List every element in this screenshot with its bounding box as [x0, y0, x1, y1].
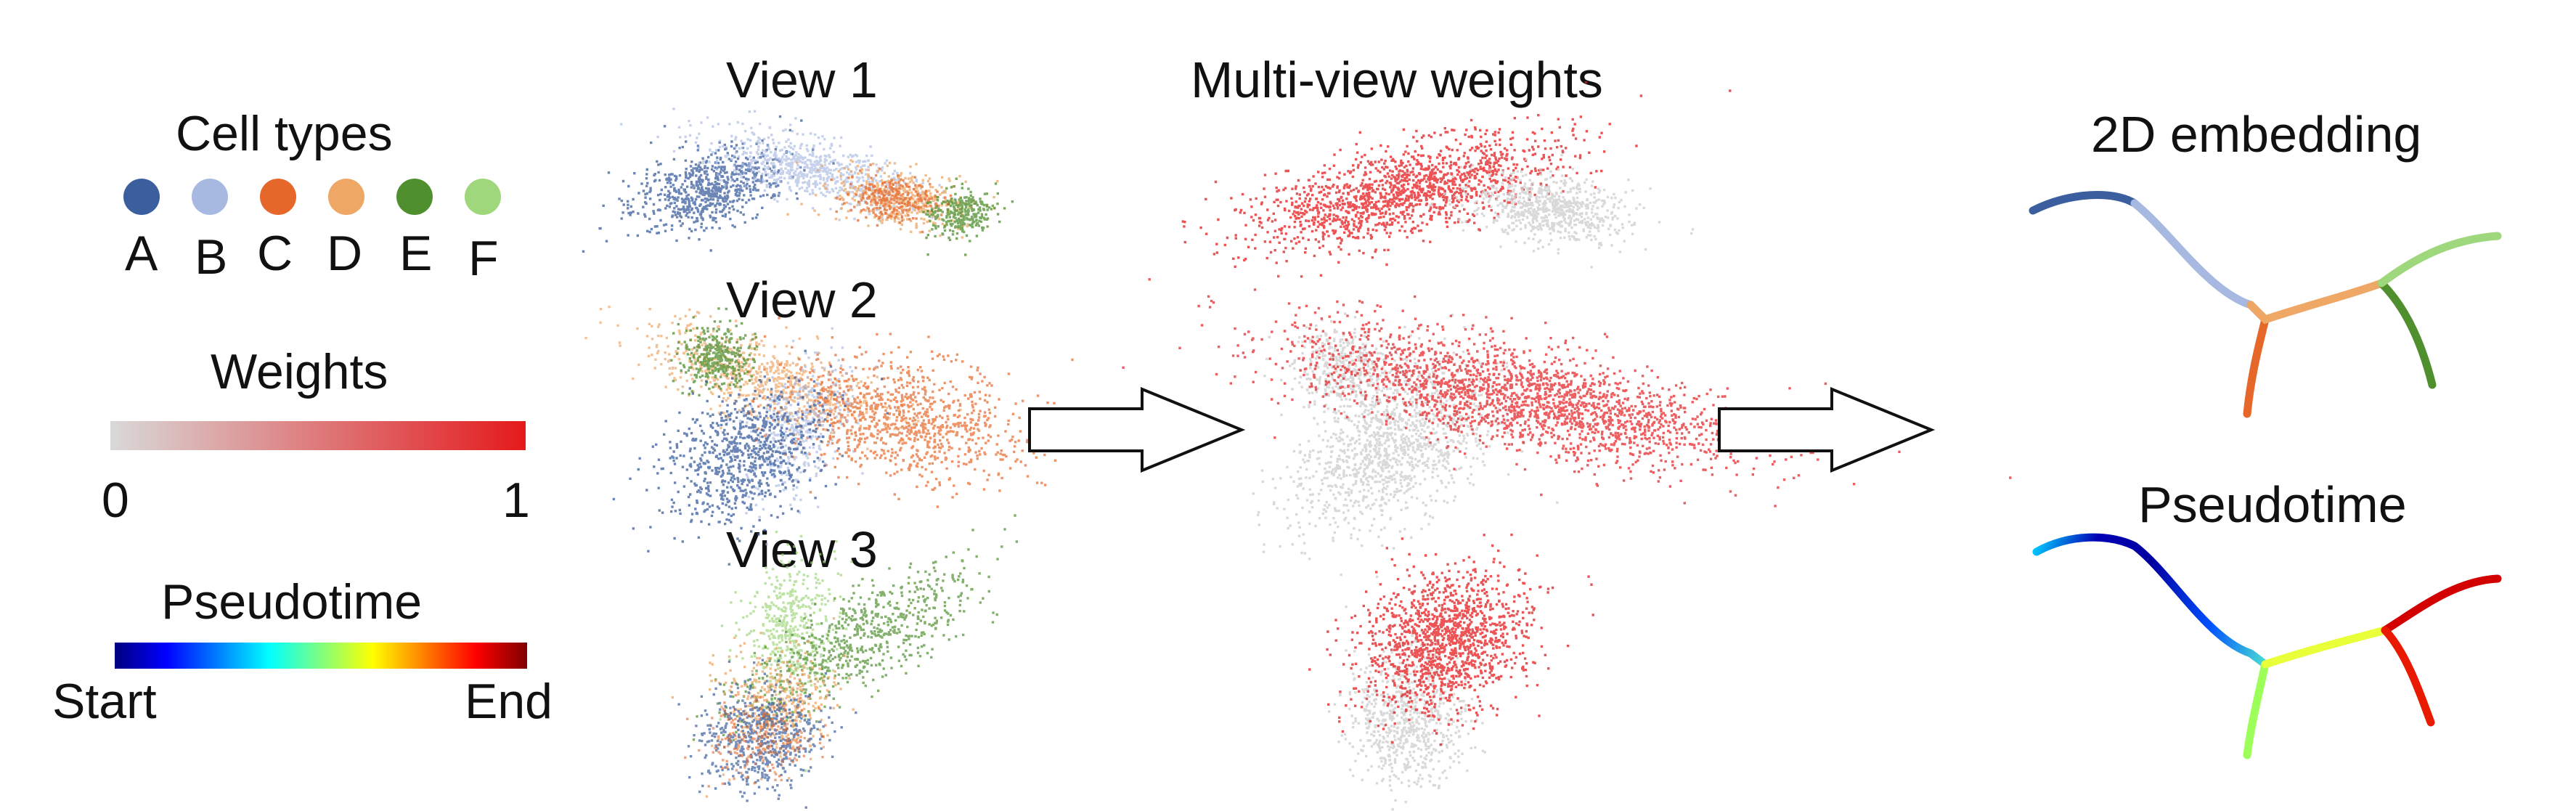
- cell-type-e-swatch: [396, 179, 433, 215]
- pseudotime-legend-title: Pseudotime: [161, 574, 423, 629]
- view1-cluster-c: [830, 163, 953, 234]
- branch-a: [2029, 191, 2139, 215]
- arrow-right-icon: [1028, 387, 1246, 473]
- cell-type-a-swatch: [123, 179, 160, 215]
- pt-branch-upper: [2381, 574, 2502, 635]
- embedding-title: 2D embedding: [2091, 106, 2422, 163]
- cell-type-d-label: D: [327, 226, 363, 281]
- mv2-gray-lower: [1252, 314, 1563, 608]
- mv1-gray: [1429, 153, 1695, 269]
- cell-types-title: Cell types: [176, 106, 393, 161]
- mv2-gray-top: [1263, 312, 1409, 420]
- pt-branch-lower: [2381, 626, 2435, 727]
- mv3-red: [1308, 533, 1594, 746]
- view3-cluster-f: [719, 530, 853, 773]
- multiview-weights-title: Multi-view weights: [1191, 52, 1603, 108]
- cell-type-b-swatch: [192, 179, 228, 215]
- cell-type-f-swatch: [465, 179, 501, 215]
- view1-cluster-a: [582, 115, 835, 253]
- pseudotime-colorbar: [115, 643, 527, 669]
- branch-f: [2377, 232, 2502, 288]
- pt-branch-down: [2243, 660, 2270, 759]
- branch-e: [2377, 279, 2437, 389]
- scatter-layer: [582, 81, 2012, 811]
- branch-b: [2130, 199, 2255, 309]
- view3-cluster-e: [692, 514, 1019, 742]
- pseudotime-output-title: Pseudotime: [2138, 476, 2407, 533]
- view-3-title: View 3: [726, 521, 878, 578]
- pseudotime-end-label: End: [465, 674, 553, 729]
- weights-colorbar: [110, 421, 526, 450]
- pseudotime-start-label: Start: [52, 674, 157, 729]
- cell-type-a-label: A: [125, 226, 158, 281]
- view2-cluster-a: [612, 349, 889, 566]
- branch-d: [2246, 279, 2386, 325]
- view-2-title: View 2: [726, 272, 878, 328]
- weights-max-label: 1: [502, 473, 530, 528]
- pt-branch-main: [2032, 533, 2270, 669]
- cell-type-f-label: F: [468, 231, 499, 286]
- view3-cluster-d: [671, 617, 855, 798]
- weights-min-label: 0: [102, 473, 129, 528]
- cell-type-d-swatch: [328, 179, 364, 215]
- pt-branch-right: [2261, 626, 2389, 669]
- arrow-right-icon: [1718, 387, 1936, 473]
- embedding-tree: [2029, 191, 2502, 418]
- cell-type-c-swatch: [260, 179, 296, 215]
- view2-cluster-e: [670, 307, 759, 396]
- cell-type-b-label: B: [195, 229, 228, 285]
- view3-cluster-a: [677, 659, 857, 809]
- cell-type-c-label: C: [257, 226, 293, 281]
- weights-title: Weights: [211, 344, 388, 399]
- mv2-red: [1122, 274, 2012, 508]
- view-1-title: View 1: [726, 52, 878, 108]
- cell-type-e-label: E: [399, 226, 433, 281]
- mv1-red: [1181, 81, 1732, 278]
- view3-cluster-c: [684, 669, 827, 788]
- mv3-gray: [1328, 623, 1486, 811]
- pseudotime-tree: [2032, 533, 2502, 759]
- view2-cluster-b: [725, 327, 878, 546]
